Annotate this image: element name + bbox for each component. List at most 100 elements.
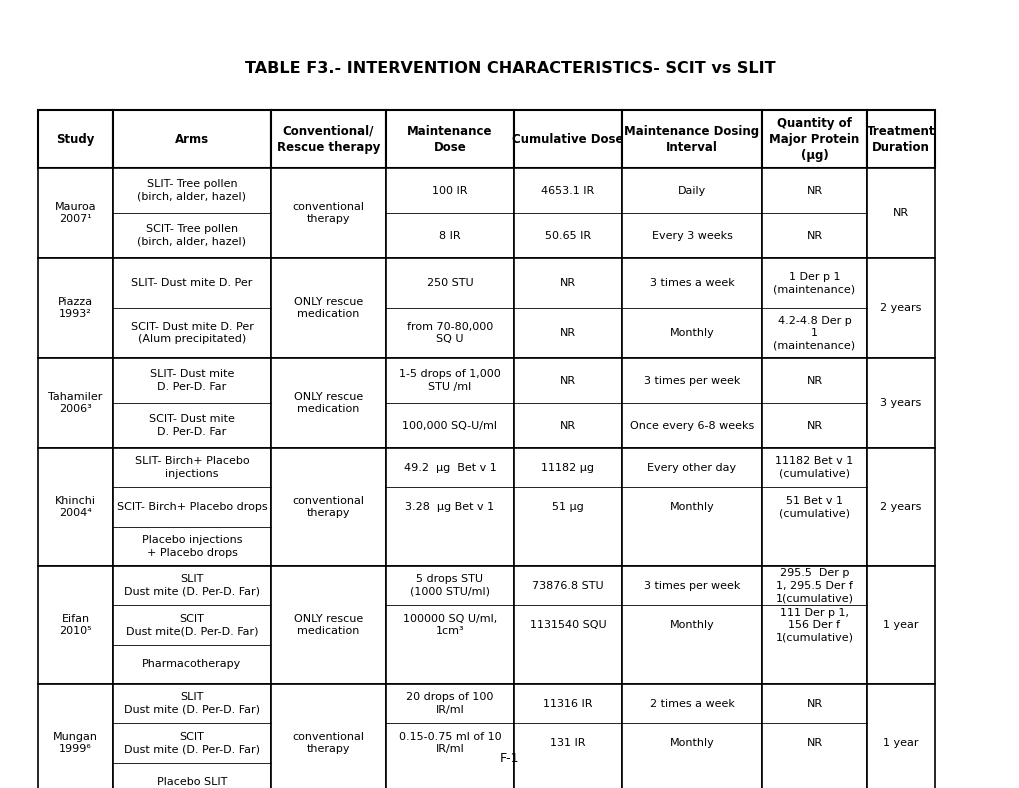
Text: 50.65 IR: 50.65 IR [544, 231, 590, 240]
Bar [514, 168, 622, 258]
Text: 5 drops STU
(1000 STU/ml): 5 drops STU (1000 STU/ml) [410, 574, 489, 597]
Bar [113, 358, 271, 448]
Text: 295.5  Der p
1, 295.5 Der f
1(cumulative): 295.5 Der p 1, 295.5 Der f 1(cumulative) [774, 568, 853, 603]
Bar [761, 168, 866, 258]
Text: Maintenance
Dose: Maintenance Dose [407, 125, 492, 154]
Bar [761, 358, 866, 448]
Bar [622, 110, 761, 168]
Text: Conventional/
Rescue therapy: Conventional/ Rescue therapy [276, 125, 380, 154]
Bar [271, 566, 385, 684]
Bar [38, 566, 113, 684]
Text: 51 Bet v 1
(cumulative): 51 Bet v 1 (cumulative) [779, 496, 849, 519]
Bar [761, 258, 866, 358]
Text: 11316 IR: 11316 IR [543, 699, 592, 708]
Bar [514, 358, 622, 448]
Text: SLIT- Dust mite
D. Per-D. Far: SLIT- Dust mite D. Per-D. Far [150, 370, 234, 392]
Text: SCIT- Tree pollen
(birch, alder, hazel): SCIT- Tree pollen (birch, alder, hazel) [138, 225, 247, 247]
Text: Placebo injections
+ Placebo drops: Placebo injections + Placebo drops [142, 535, 243, 558]
Text: SLIT- Birch+ Placebo
injections: SLIT- Birch+ Placebo injections [135, 456, 249, 479]
Text: Every other day: Every other day [647, 463, 736, 473]
Bar [622, 168, 761, 258]
Bar [38, 448, 113, 566]
Bar [385, 110, 514, 168]
Text: Once every 6-8 weeks: Once every 6-8 weeks [630, 421, 753, 430]
Bar [866, 566, 934, 684]
Text: 2 years: 2 years [879, 502, 921, 512]
Text: 2 times a week: 2 times a week [649, 699, 734, 708]
Text: SLIT
Dust mite (D. Per-D. Far): SLIT Dust mite (D. Per-D. Far) [124, 574, 260, 597]
Bar [622, 684, 761, 788]
Bar [866, 684, 934, 788]
Text: ONLY rescue
medication: ONLY rescue medication [293, 614, 363, 636]
Bar [38, 168, 113, 258]
Text: Daily: Daily [678, 185, 705, 195]
Text: ONLY rescue
medication: ONLY rescue medication [293, 392, 363, 414]
Bar [385, 684, 514, 788]
Bar [113, 566, 271, 684]
Text: 3 times per week: 3 times per week [643, 376, 740, 385]
Text: NR: NR [806, 376, 821, 385]
Text: F-1: F-1 [499, 752, 520, 764]
Bar [271, 168, 385, 258]
Text: conventional
therapy: conventional therapy [292, 496, 364, 519]
Text: 1 Der p 1
(maintenance): 1 Der p 1 (maintenance) [772, 272, 855, 294]
Bar [113, 448, 271, 566]
Text: 3 times a week: 3 times a week [649, 278, 734, 288]
Bar [271, 358, 385, 448]
Text: SCIT- Dust mite
D. Per-D. Far: SCIT- Dust mite D. Per-D. Far [149, 414, 234, 437]
Bar [271, 258, 385, 358]
Bar [385, 258, 514, 358]
Bar [622, 258, 761, 358]
Bar [385, 566, 514, 684]
Text: Every 3 weeks: Every 3 weeks [651, 231, 732, 240]
Bar [761, 566, 866, 684]
Text: 0.15-0.75 ml of 10
IR/ml: 0.15-0.75 ml of 10 IR/ml [398, 732, 500, 754]
Text: NR: NR [559, 278, 576, 288]
Text: ONLY rescue
medication: ONLY rescue medication [293, 297, 363, 319]
Text: SLIT- Tree pollen
(birch, alder, hazel): SLIT- Tree pollen (birch, alder, hazel) [138, 180, 247, 202]
Text: NR: NR [559, 328, 576, 338]
Text: Piazza
1993²: Piazza 1993² [58, 297, 93, 319]
Bar [113, 258, 271, 358]
Text: SCIT- Dust mite D. Per
(Alum precipitated): SCIT- Dust mite D. Per (Alum precipitate… [130, 322, 253, 344]
Text: SCIT
Dust mite (D. Per-D. Far): SCIT Dust mite (D. Per-D. Far) [124, 732, 260, 754]
Text: NR: NR [806, 738, 821, 748]
Bar [38, 358, 113, 448]
Text: conventional
therapy: conventional therapy [292, 202, 364, 225]
Text: Mauroa
2007¹: Mauroa 2007¹ [55, 202, 96, 225]
Bar [514, 566, 622, 684]
Bar [514, 448, 622, 566]
Text: Treatment
Duration: Treatment Duration [866, 125, 934, 154]
Bar [866, 358, 934, 448]
Bar [514, 684, 622, 788]
Text: 20 drops of 100
IR/ml: 20 drops of 100 IR/ml [406, 693, 493, 715]
Bar [271, 110, 385, 168]
Bar [761, 110, 866, 168]
Text: Monthly: Monthly [668, 502, 713, 512]
Text: 1131540 SQU: 1131540 SQU [529, 620, 605, 630]
Bar [38, 684, 113, 788]
Bar [622, 566, 761, 684]
Text: 4.2-4.8 Der p
1
(maintenance): 4.2-4.8 Der p 1 (maintenance) [772, 316, 855, 351]
Bar [514, 110, 622, 168]
Bar [113, 168, 271, 258]
Text: 100,000 SQ-U/ml: 100,000 SQ-U/ml [403, 421, 497, 430]
Text: NR: NR [806, 231, 821, 240]
Text: Mungan
1999⁶: Mungan 1999⁶ [53, 732, 98, 754]
Text: 1-5 drops of 1,000
STU /ml: 1-5 drops of 1,000 STU /ml [398, 370, 500, 392]
Bar [761, 684, 866, 788]
Text: NR: NR [559, 421, 576, 430]
Text: 73876.8 STU: 73876.8 STU [532, 581, 603, 591]
Text: 2 years: 2 years [879, 303, 921, 313]
Bar [113, 684, 271, 788]
Text: 100 IR: 100 IR [432, 185, 468, 195]
Bar [113, 110, 271, 168]
Bar [385, 358, 514, 448]
Bar [271, 684, 385, 788]
Text: 1 year: 1 year [882, 620, 918, 630]
Text: SCIT- Birch+ Placebo drops: SCIT- Birch+ Placebo drops [116, 502, 267, 512]
Text: 11182 Bet v 1
(cumulative): 11182 Bet v 1 (cumulative) [774, 456, 853, 479]
Text: 131 IR: 131 IR [549, 738, 585, 748]
Text: 250 STU: 250 STU [426, 278, 473, 288]
Text: 3 years: 3 years [879, 398, 921, 408]
